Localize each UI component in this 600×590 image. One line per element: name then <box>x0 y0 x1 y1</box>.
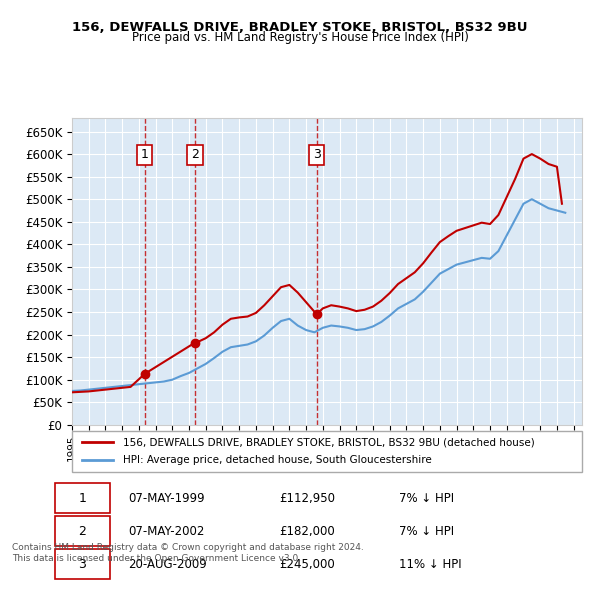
Text: 07-MAY-1999: 07-MAY-1999 <box>128 492 205 505</box>
Text: 3: 3 <box>313 148 320 161</box>
Text: 1: 1 <box>79 492 86 505</box>
Text: 20-AUG-2009: 20-AUG-2009 <box>128 558 206 571</box>
Text: This data is licensed under the Open Government Licence v3.0.: This data is licensed under the Open Gov… <box>12 555 301 563</box>
Text: 7% ↓ HPI: 7% ↓ HPI <box>400 525 454 537</box>
Text: £245,000: £245,000 <box>279 558 335 571</box>
FancyBboxPatch shape <box>72 431 582 472</box>
Text: 2: 2 <box>79 525 86 537</box>
FancyBboxPatch shape <box>55 516 110 546</box>
Text: 156, DEWFALLS DRIVE, BRADLEY STOKE, BRISTOL, BS32 9BU (detached house): 156, DEWFALLS DRIVE, BRADLEY STOKE, BRIS… <box>123 437 535 447</box>
Text: Contains HM Land Registry data © Crown copyright and database right 2024.: Contains HM Land Registry data © Crown c… <box>12 543 364 552</box>
Text: 11% ↓ HPI: 11% ↓ HPI <box>400 558 462 571</box>
Text: 07-MAY-2002: 07-MAY-2002 <box>128 525 204 537</box>
Text: HPI: Average price, detached house, South Gloucestershire: HPI: Average price, detached house, Sout… <box>123 455 432 466</box>
Text: 156, DEWFALLS DRIVE, BRADLEY STOKE, BRISTOL, BS32 9BU: 156, DEWFALLS DRIVE, BRADLEY STOKE, BRIS… <box>72 21 528 34</box>
FancyBboxPatch shape <box>55 483 110 513</box>
Text: £182,000: £182,000 <box>279 525 335 537</box>
Text: £112,950: £112,950 <box>279 492 335 505</box>
FancyBboxPatch shape <box>55 549 110 579</box>
Text: 2: 2 <box>191 148 199 161</box>
Text: 1: 1 <box>141 148 149 161</box>
Text: 7% ↓ HPI: 7% ↓ HPI <box>400 492 454 505</box>
Text: Price paid vs. HM Land Registry's House Price Index (HPI): Price paid vs. HM Land Registry's House … <box>131 31 469 44</box>
Text: 3: 3 <box>79 558 86 571</box>
